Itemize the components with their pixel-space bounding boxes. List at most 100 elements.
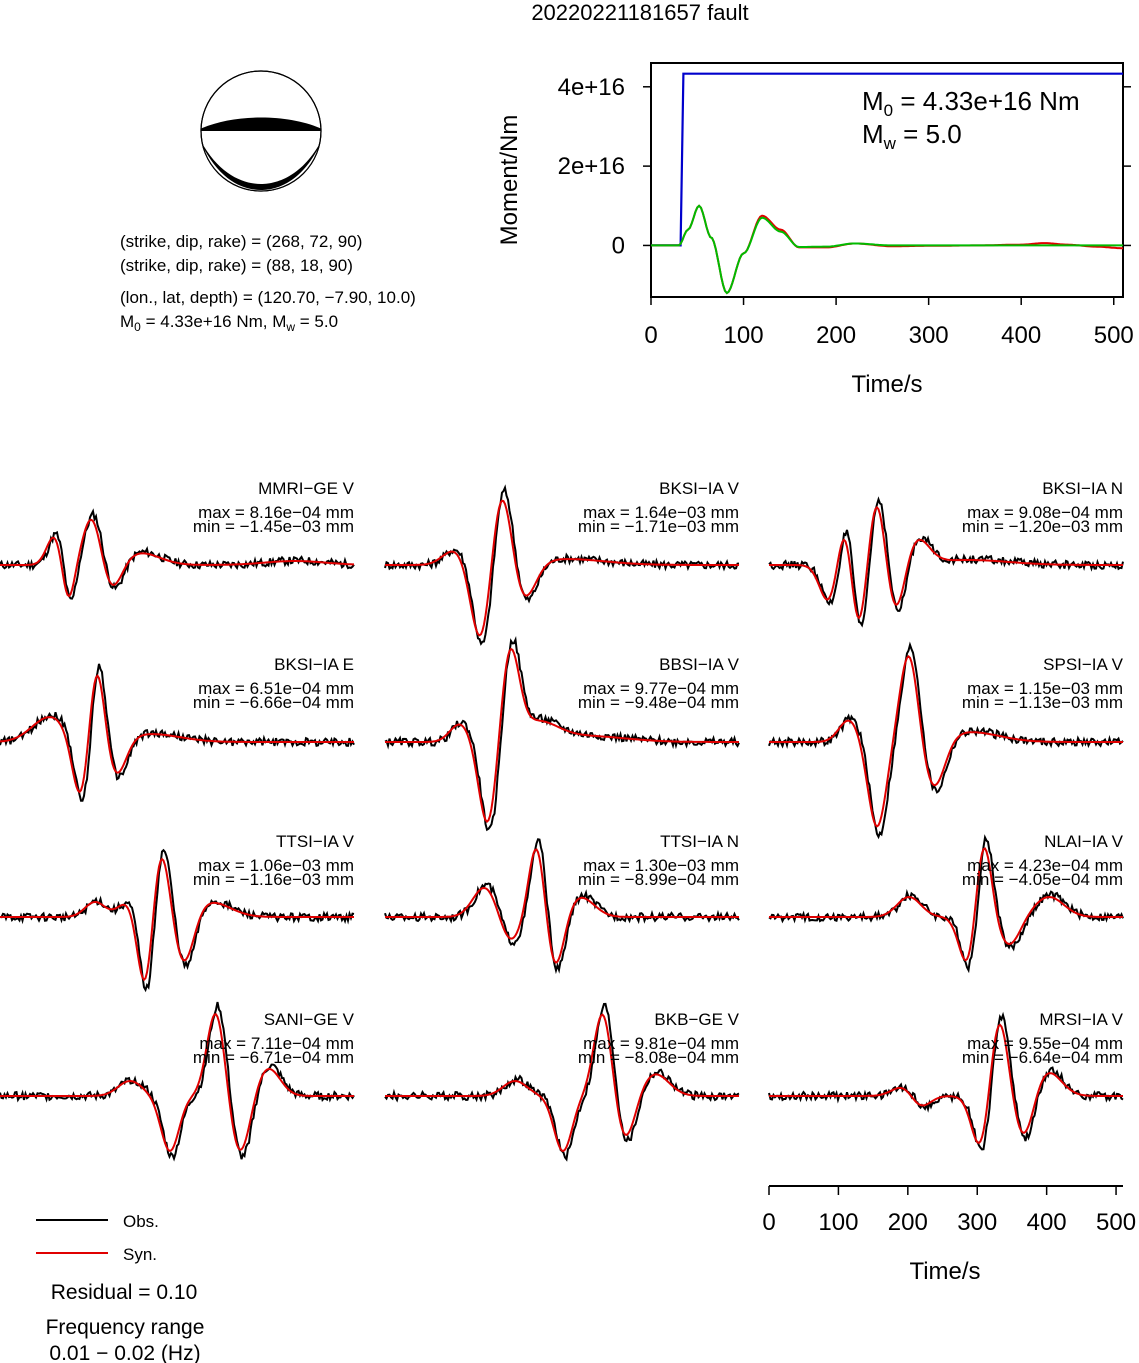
syn-waveform [769, 1023, 1123, 1145]
moment-m0-annotation: M0 = 4.33e+16 Nm [862, 86, 1080, 120]
station-max: max = 1.30e−03 mm [583, 856, 739, 875]
frequency-range-title: Frequency range [46, 1316, 205, 1339]
station-name: MMRI−GE V [258, 479, 355, 498]
station-name: BKSI−IA N [1042, 479, 1123, 498]
waveform-x-tick-label: 100 [818, 1209, 858, 1236]
station-max: max = 6.51e−04 mm [198, 679, 354, 698]
moment-y-tick-label: 4e+16 [558, 74, 625, 101]
station-max: max = 1.06e−03 mm [198, 856, 354, 875]
moment-x-tick-label: 300 [909, 322, 949, 349]
station-min: min = −1.45e−03 mm [193, 517, 354, 536]
moment-y-tick-label: 2e+16 [558, 153, 625, 180]
station-min: min = −9.48e−04 mm [578, 693, 739, 712]
moment-x-tick-label: 100 [724, 322, 764, 349]
station-min: min = −6.71e−04 mm [193, 1048, 354, 1067]
station-max: max = 8.16e−04 mm [198, 503, 354, 522]
syn-waveform [0, 674, 354, 794]
station-max: max = 7.11e−04 mm [199, 1034, 354, 1053]
station-name: TTSI−IA N [660, 832, 739, 851]
waveform-x-label: Time/s [909, 1258, 980, 1285]
waveform-x-tick-label: 0 [762, 1209, 775, 1236]
legend: Obs. Syn. Residual = 0.10 Frequency rang… [36, 1212, 204, 1363]
moment-y-label: Moment/Nm [496, 115, 523, 246]
station-min: min = −1.13e−03 mm [962, 693, 1123, 712]
syn-waveform [0, 1013, 354, 1152]
moment-mw-annotation: Mw = 5.0 [862, 119, 962, 153]
moment-y-axis: 0 2e+16 4e+16 [558, 74, 1131, 259]
moment-y-tick-label: 0 [612, 232, 625, 259]
station-max: max = 9.08e−04 mm [967, 503, 1123, 522]
moment-series-group [651, 72, 1123, 295]
moment-x-axis: 0 100 200 300 400 500 [644, 297, 1134, 349]
moment-series-2 [651, 204, 1123, 295]
station-name: SANI−GE V [264, 1010, 355, 1029]
moment-plot-frame [650, 62, 1124, 298]
station-max: max = 1.64e−03 mm [583, 503, 739, 522]
station-min: min = −1.20e−03 mm [962, 517, 1123, 536]
waveform-x-tick-label: 200 [888, 1209, 928, 1236]
station-max: max = 9.77e−04 mm [583, 679, 739, 698]
station-name: MRSI−IA V [1039, 1010, 1123, 1029]
legend-obs-label: Obs. [123, 1212, 159, 1231]
station-max: max = 4.23e−04 mm [967, 856, 1123, 875]
waveform-x-tick-label: 300 [957, 1209, 997, 1236]
residual-text: Residual = 0.10 [51, 1281, 198, 1304]
mechanism-location: (lon., lat, depth) = (120.70, −7.90, 10.… [120, 288, 416, 307]
obs-waveform [0, 508, 355, 600]
moment-x-tick-label: 0 [644, 322, 657, 349]
figure-title: 20220221181657 fault [531, 0, 748, 25]
station-min: min = −6.66e−04 mm [193, 693, 354, 712]
syn-waveform [769, 505, 1123, 620]
syn-waveform [769, 655, 1123, 828]
mechanism-plane-2: (strike, dip, rake) = (88, 18, 90) [120, 256, 353, 275]
frequency-range-value: 0.01 − 0.02 (Hz) [49, 1342, 200, 1363]
station-min: min = −1.71e−03 mm [578, 517, 739, 536]
station-max: max = 9.55e−04 mm [967, 1034, 1123, 1053]
waveform-x-tick-label: 500 [1096, 1209, 1136, 1236]
station-max: max = 9.81e−04 mm [583, 1034, 739, 1053]
syn-waveform [0, 857, 354, 982]
syn-waveform [769, 847, 1123, 962]
mechanism-info: (strike, dip, rake) = (268, 72, 90) (str… [120, 232, 416, 334]
syn-waveform [385, 1013, 739, 1152]
mechanism-plane-1: (strike, dip, rake) = (268, 72, 90) [120, 232, 362, 251]
station-name: BKB−GE V [654, 1010, 739, 1029]
station-min: min = −4.05e−04 mm [962, 870, 1123, 889]
syn-waveform [385, 499, 739, 637]
station-min: min = −6.64e−04 mm [962, 1048, 1123, 1067]
station-max: max = 1.15e−03 mm [967, 679, 1123, 698]
station-min: min = −1.16e−03 mm [193, 870, 354, 889]
mechanism-moment: M0 = 4.33e+16 Nm, Mw = 5.0 [120, 312, 338, 334]
syn-waveform [385, 848, 739, 964]
syn-waveform [385, 647, 739, 824]
station-name: BBSI−IA V [659, 655, 740, 674]
waveform-x-tick-label: 400 [1027, 1209, 1067, 1236]
station-min: min = −8.99e−04 mm [578, 870, 739, 889]
obs-waveform [0, 1001, 355, 1162]
station-min: min = −8.08e−04 mm [578, 1048, 739, 1067]
station-name: TTSI−IA V [276, 832, 355, 851]
moment-x-tick-label: 400 [1001, 322, 1041, 349]
obs-waveform [768, 834, 1124, 974]
legend-syn-label: Syn. [123, 1245, 157, 1264]
moment-plot: 0 2e+16 4e+16 0 100 200 300 400 500 Moment/Nm T… [496, 62, 1134, 398]
moment-x-tick-label: 200 [816, 322, 856, 349]
obs-waveform [384, 838, 740, 975]
moment-x-tick-label: 500 [1094, 322, 1134, 349]
station-name: BKSI−IA V [659, 479, 740, 498]
obs-waveform [768, 496, 1124, 628]
